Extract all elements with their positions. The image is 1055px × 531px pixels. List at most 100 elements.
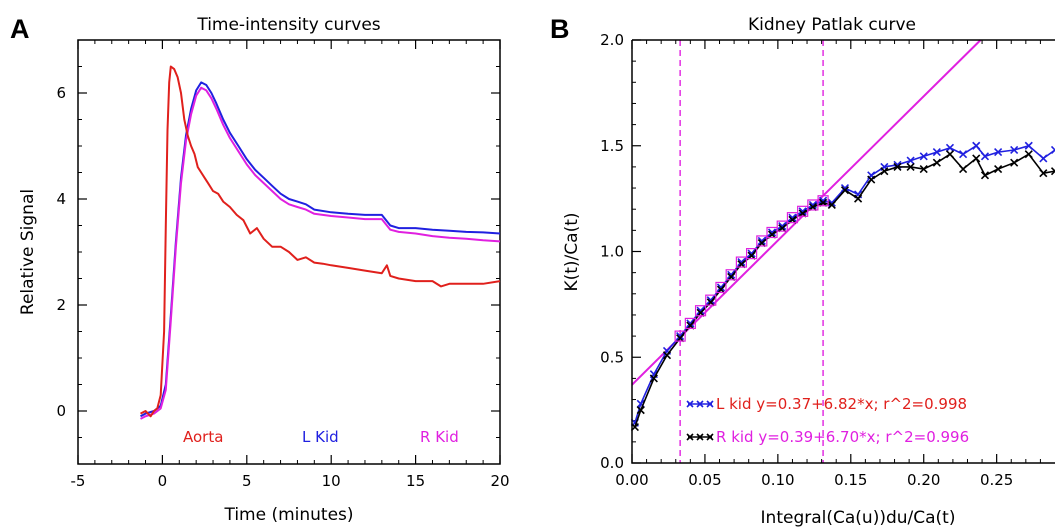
data-point-l-kid	[706, 296, 715, 305]
legend-marker	[686, 433, 714, 441]
legend-label-1: R kid y=0.39+6.70*x; r^2=0.996	[716, 428, 969, 446]
fit-window-point	[735, 256, 747, 268]
panel-b-series	[630, 39, 1055, 463]
data-point-l-kid	[727, 270, 736, 279]
data-point-l-kid	[798, 207, 807, 216]
data-point-l-kid	[676, 332, 685, 341]
data-point-r-kid	[972, 154, 981, 163]
fit-window-point	[715, 281, 727, 294]
data-point-r-kid	[1010, 158, 1019, 167]
data-point-r-kid	[906, 162, 915, 171]
x-tick-label: 0.20	[907, 471, 940, 489]
data-point-l-kid	[945, 143, 955, 152]
data-point-l-kid	[906, 156, 915, 165]
data-point-l-kid	[1039, 154, 1048, 163]
data-point-r-kid	[932, 158, 941, 167]
y-tick-label: 2.0	[600, 31, 624, 49]
fit-window-point	[766, 226, 778, 239]
data-point-l-kid	[737, 258, 746, 267]
fit-window-point	[674, 330, 686, 342]
fit-window-point	[705, 294, 717, 306]
fit-window-point	[694, 305, 707, 317]
panel-a-title: Time-intensity curves	[196, 15, 380, 35]
fit-line	[631, 39, 982, 386]
panel-b-ticks: 0.00 0.05 0.10 0.15 0.20 0.25 0.0 0.5 1.0 1.5 2.0	[600, 31, 1041, 489]
x-tick-label: -5	[71, 472, 86, 490]
x-tick-label: 0.25	[980, 471, 1013, 489]
data-point-r-kid	[1024, 150, 1033, 159]
y-tick-label: 4	[56, 190, 66, 208]
data-point-l-kid	[757, 236, 766, 245]
data-point-r-kid	[994, 164, 1003, 174]
data-point-l-kid	[767, 228, 777, 237]
panel-a-xlabel: Time (minutes)	[223, 505, 353, 525]
data-point-l-kid	[980, 152, 990, 161]
y-tick-label: 2	[56, 296, 66, 314]
x-tick-label: 0.15	[834, 471, 867, 489]
data-point-l-kid	[959, 150, 968, 159]
data-point-l-kid	[932, 148, 941, 157]
data-point-r-kid	[662, 351, 672, 360]
legend-marker	[686, 400, 714, 408]
fit-window-point	[797, 205, 809, 217]
data-point-r-kid	[893, 162, 902, 171]
data-point-l-kid	[1050, 145, 1055, 155]
legend-label-0: L kid y=0.37+6.82*x; r^2=0.998	[716, 395, 967, 413]
panel-a-letter: A	[10, 14, 30, 44]
panel-b-legend: L kid y=0.37+6.82*x; r^2=0.998 R kid y=0.…	[686, 395, 969, 446]
data-point-r-kid	[636, 406, 645, 415]
series-line-r-kid	[140, 86, 501, 420]
data-point-l-kid	[808, 200, 817, 210]
data-point-r-kid	[854, 194, 863, 203]
fit-window-point	[817, 195, 829, 207]
panel-a-legend-lkid: L Kid	[302, 428, 339, 446]
x-tick-label: 15	[406, 472, 425, 490]
data-point-l-kid	[747, 249, 756, 258]
fit-window-point	[786, 212, 799, 224]
data-point-l-kid	[919, 152, 928, 161]
fit-window-point	[756, 235, 768, 247]
data-point-l-kid	[1010, 145, 1019, 155]
panel-a-ticks: -5 0 5 10 15 20 0 2 4 6	[56, 39, 510, 490]
panel-b-frame	[631, 39, 1055, 464]
panel-b-letter: B	[550, 14, 570, 44]
panel-a-legend-rkid: R Kid	[420, 428, 459, 446]
y-tick-label: 0.0	[600, 454, 624, 472]
x-tick-label: 0.05	[688, 471, 721, 489]
data-point-r-kid	[945, 150, 955, 159]
x-tick-label: 0.10	[761, 471, 794, 489]
panel-a-legend-aorta: Aorta	[183, 428, 223, 446]
x-tick-label: 10	[322, 472, 341, 490]
y-tick-label: 0.5	[600, 348, 624, 366]
x-tick-label: 0.00	[615, 471, 648, 489]
data-point-l-kid	[840, 183, 850, 193]
x-tick-label: 5	[242, 472, 252, 490]
x-tick-label: 20	[490, 472, 509, 490]
data-point-l-kid	[788, 213, 797, 222]
data-point-l-kid	[778, 222, 787, 231]
fit-window-point	[725, 269, 737, 281]
panel-b-title: Kidney Patlak curve	[748, 15, 916, 35]
y-tick-label: 0	[56, 402, 66, 420]
data-point-l-kid	[696, 306, 705, 315]
fit-window-point	[776, 220, 788, 232]
y-tick-label: 6	[56, 84, 66, 102]
data-point-r-kid	[827, 200, 836, 210]
panel-b-xlabel: Integral(Ca(u))du/Ca(t)	[761, 508, 956, 528]
series-line-r-kid	[634, 153, 1055, 428]
fit-window-point	[684, 317, 696, 330]
data-point-r-kid	[867, 175, 876, 184]
data-point-r-kid	[649, 374, 658, 383]
data-point-l-kid	[716, 283, 726, 292]
data-point-r-kid	[840, 186, 850, 195]
series-line-l-kid	[140, 81, 501, 418]
panel-b-ylabel: K(t)/Ca(t)	[562, 212, 582, 291]
data-point-r-kid	[919, 164, 928, 174]
series-line-aorta	[140, 65, 501, 418]
data-point-l-kid	[972, 141, 981, 150]
data-point-l-kid	[686, 319, 695, 328]
panel-a-series	[140, 65, 501, 420]
y-tick-label: 1.5	[600, 137, 624, 155]
data-point-l-kid	[1024, 141, 1033, 150]
